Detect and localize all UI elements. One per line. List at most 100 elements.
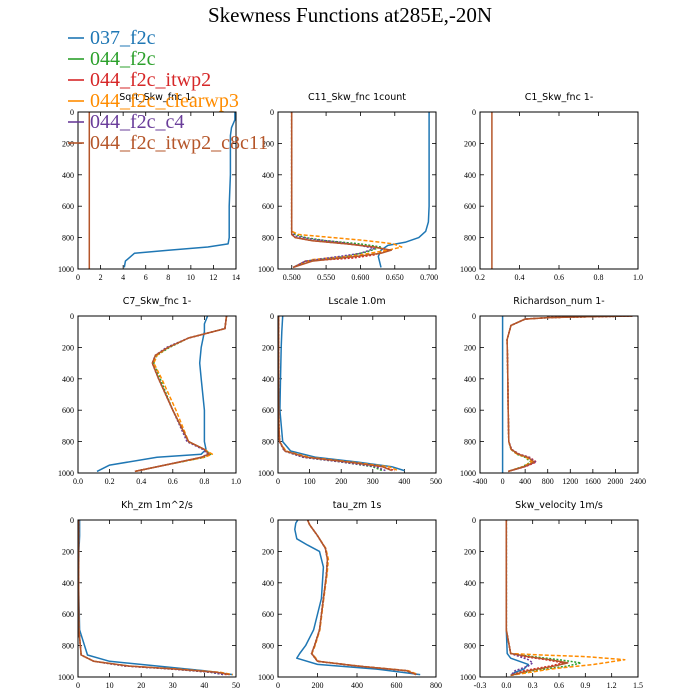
series-group	[290, 112, 430, 269]
y-tick-label: 800	[262, 234, 274, 243]
series-line-044_f2c_itwp2_c8c11	[306, 520, 417, 676]
series-line-044_f2c_itwp2	[78, 520, 227, 676]
y-tick-label: 400	[62, 375, 74, 384]
series-group	[501, 316, 633, 473]
x-tick-label: 500	[430, 477, 442, 486]
x-tick-label: 0.8	[594, 273, 604, 282]
y-tick-label: 200	[464, 547, 476, 556]
series-line-044_f2c_clearwp3	[505, 520, 626, 677]
y-tick-label: 200	[62, 343, 74, 352]
plot-frame	[277, 519, 437, 678]
series-line-037_f2c	[294, 520, 421, 676]
y-tick-label: 200	[464, 139, 476, 148]
x-tick-label: -400	[473, 477, 488, 486]
series-line-044_f2c_c4	[278, 316, 386, 472]
series-line-044_f2c_clearwp3	[134, 316, 228, 473]
panel-8: tau_zm 1s 0 200 400 600 800 0 200 400 600 800 1000	[258, 500, 442, 690]
x-tick-label: 0	[501, 477, 505, 486]
panel-5: Lscale 1.0m 0 100 200 300 400 500 0 200 400 600 800…	[258, 296, 442, 486]
y-tick-label: 600	[262, 202, 274, 211]
series-line-044_f2c_itwp2	[290, 112, 391, 269]
y-tick-label: 800	[464, 642, 476, 651]
y-tick-label: 200	[62, 139, 74, 148]
series-line-044_f2c_itwp2	[505, 520, 565, 677]
y-tick-label: 1000	[58, 469, 74, 478]
x-tick-label: 0.6	[554, 273, 564, 282]
x-tick-label: 0	[76, 681, 80, 690]
series-group	[278, 316, 405, 472]
x-tick-label: 0.8	[199, 477, 209, 486]
x-tick-label: 0	[76, 273, 80, 282]
series-line-044_f2c_clearwp3	[506, 316, 633, 473]
legend-entry-037_f2c: 037_f2c	[90, 27, 156, 49]
x-tick-label: 400	[351, 681, 363, 690]
series-line-044_f2c	[506, 316, 633, 473]
y-tick-label: 600	[262, 610, 274, 619]
x-tick-label: 0.6	[554, 681, 564, 690]
series-line-044_f2c	[290, 112, 382, 269]
x-tick-label: 1.5	[633, 681, 643, 690]
y-tick-label: 600	[62, 610, 74, 619]
panel-6: Richardson_num 1--400 0 400 800 1200 1600 2000…	[460, 296, 646, 486]
plot-frame	[77, 111, 237, 270]
y-tick-label: 0	[472, 108, 476, 117]
series-line-037_f2c	[96, 316, 209, 473]
x-tick-label: 0.700	[420, 273, 438, 282]
y-tick-label: 600	[464, 610, 476, 619]
series-line-044_f2c_c4	[505, 520, 534, 676]
y-tick-label: 400	[262, 171, 274, 180]
series-line-044_f2c	[134, 316, 228, 473]
y-tick-label: 400	[62, 579, 74, 588]
series-line-037_f2c	[505, 520, 530, 677]
y-tick-label: 400	[62, 171, 74, 180]
series-line-044_f2c_c4	[78, 520, 224, 676]
series-group	[96, 316, 228, 473]
x-tick-label: 0.3	[528, 681, 538, 690]
y-tick-label: 200	[262, 139, 274, 148]
y-tick-label: 400	[262, 579, 274, 588]
series-line-044_f2c_itwp2	[134, 316, 228, 473]
series-line-044_f2c	[505, 520, 582, 677]
x-tick-label: 400	[519, 477, 531, 486]
y-tick-label: 200	[464, 343, 476, 352]
y-tick-label: 400	[464, 171, 476, 180]
panel-grid: Sqrt_Skw_fnc 1-0 2 4 6 8 10 12 1402004006008001…	[58, 92, 646, 690]
y-tick-label: 600	[62, 406, 74, 415]
series-line-044_f2c_itwp2_c8c11	[290, 112, 393, 269]
series-group	[294, 520, 421, 676]
x-tick-label: 200	[335, 477, 347, 486]
y-tick-label: 0	[270, 312, 274, 321]
series-line-037_f2c	[377, 112, 430, 268]
series-line-044_f2c_itwp2	[506, 316, 633, 473]
series-line-044_f2c_itwp2_c8c11	[505, 520, 569, 677]
y-tick-label: 600	[464, 406, 476, 415]
y-tick-label: 600	[464, 202, 476, 211]
x-tick-label: 0.0	[501, 681, 511, 690]
x-tick-label: 400	[398, 477, 410, 486]
legend: 037_f2c044_f2c044_f2c_itwp2044_f2c_clear…	[68, 27, 268, 154]
legend-entry-044_f2c_itwp2: 044_f2c_itwp2	[90, 69, 211, 91]
y-tick-label: 400	[464, 579, 476, 588]
panel-2: C11_Skw_fnc 1count 0.500 0.550 0.600 0.650 0.…	[258, 92, 438, 282]
series-line-037_f2c	[123, 112, 236, 268]
x-tick-label: 0	[276, 477, 280, 486]
plot-frame	[277, 315, 437, 474]
y-tick-label: 200	[262, 547, 274, 556]
y-tick-label: 800	[62, 438, 74, 447]
x-tick-label: 50	[232, 681, 240, 690]
legend-entry-044_f2c_c4: 044_f2c_c4	[90, 111, 184, 133]
x-tick-label: 6	[144, 273, 148, 282]
y-tick-label: 1000	[258, 265, 274, 274]
x-tick-label: 0.0	[73, 477, 83, 486]
panel-3: C1_Skw_fnc 1- 0.2 0.4 0.6 0.8 1.0 0 200 400 600 80…	[460, 92, 643, 282]
panel-4: C7_Skw_fnc 1- 0.0 0.2 0.4 0.6 0.8 1.0 0 200 400 60…	[58, 296, 241, 486]
y-tick-label: 1000	[460, 673, 476, 682]
x-tick-label: 1.0	[633, 273, 643, 282]
series-line-044_f2c_itwp2	[278, 316, 396, 472]
x-tick-label: 12	[209, 273, 217, 282]
plot-frame	[479, 519, 639, 678]
y-tick-label: 800	[464, 234, 476, 243]
series-line-044_f2c	[78, 520, 224, 676]
panel-title: Skw_velocity 1m/s	[515, 500, 603, 511]
x-tick-label: 1600	[585, 477, 601, 486]
